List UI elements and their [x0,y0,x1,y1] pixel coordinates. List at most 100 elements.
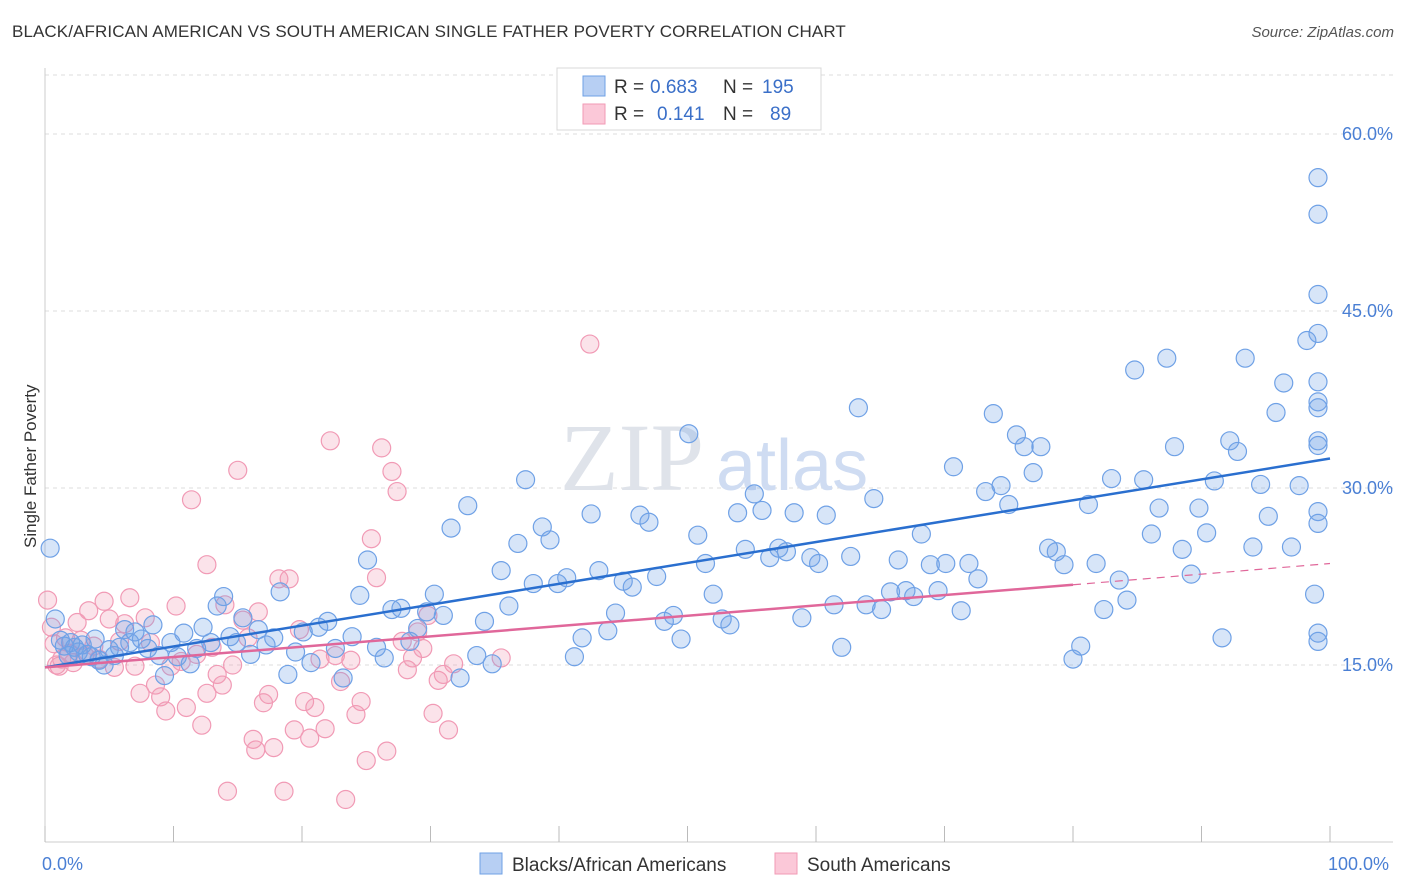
data-point [156,701,176,721]
legend-r-label-2: R = [614,104,644,125]
data-point [325,645,346,666]
data-point [351,691,371,712]
data-point [1258,506,1278,526]
data-point [284,720,304,740]
data-point [192,715,212,735]
watermark-atlas: atlas [716,426,868,506]
data-point [300,728,320,748]
data-point [1086,553,1106,574]
data-point [1006,425,1027,445]
data-point [377,741,397,761]
data-point [174,623,194,643]
data-point [1141,524,1161,544]
data-point [1304,584,1325,604]
bottom-legend-swatch-blue [479,852,503,875]
data-point [315,719,335,739]
series-blacks-african-americans [40,168,1328,688]
data-point [1266,402,1286,423]
data-point [959,553,979,574]
trend-lines [44,457,1331,669]
data-point [115,614,135,634]
data-point [233,608,253,628]
legend-n-label-2: N = [723,104,753,125]
data-point [120,632,140,653]
data-point [581,504,601,524]
data-point [356,750,376,771]
legend-r-value-1: 0.683 [650,77,698,98]
data-point [639,512,659,532]
source-note: Source: ZipAtlas.com [1251,24,1394,41]
data-point [848,398,869,418]
data-point [1014,437,1034,457]
data-point [154,666,175,686]
x-tick-min: 0.0% [42,854,83,874]
data-point [366,568,387,588]
data-point [293,622,313,642]
data-point [1308,398,1328,418]
data-point [1212,628,1232,648]
data-point [120,588,140,608]
data-point [408,618,428,639]
data-point [1125,360,1145,380]
data-point [40,538,60,558]
data-point [361,529,381,549]
y-axis-label: Single Father Poverty [21,384,40,548]
data-point [387,481,407,502]
legend-n-value-2: 89 [770,104,791,125]
data-point [1251,474,1271,495]
data-point [1071,636,1091,656]
data-point [792,608,812,628]
data-point [357,550,378,570]
legend-r-value-2: 0.141 [657,104,705,125]
data-point [1308,431,1328,451]
data-point [207,664,227,685]
data-point [911,524,931,544]
data-point [79,601,99,621]
data-point [130,683,150,703]
data-point [1109,570,1129,590]
data-point [1220,431,1240,451]
data-point [1308,435,1328,456]
data-point [450,668,470,688]
data-point [695,553,716,574]
data-point [671,629,691,649]
y-tick-label: 30.0% [1342,478,1393,498]
data-point [438,720,459,740]
data-point [366,637,387,657]
data-point [1117,590,1137,610]
data-point [728,503,748,523]
data-point [151,687,171,707]
data-point [193,617,213,637]
data-point [320,431,340,451]
y-tick-labels: 15.0% 30.0% 45.0% 60.0% [1342,124,1393,675]
data-point [94,591,114,611]
bottom-legend-blue-label: Blacks/African Americans [512,855,726,876]
data-point [374,648,394,668]
x-tick-max: 100.0% [1328,854,1389,874]
data-point [491,560,511,581]
data-point [1308,392,1328,412]
data-point [991,476,1011,496]
data-point [801,548,821,568]
data-point [482,654,502,674]
data-point [508,533,528,554]
data-point [423,703,443,723]
data-point [1281,537,1302,557]
data-point [888,550,908,570]
data-point [333,668,353,688]
data-point [223,655,243,675]
data-point [45,609,65,629]
data-point [605,603,626,623]
y-tick-label: 60.0% [1342,124,1393,144]
data-point [1023,463,1043,483]
data-point [1308,372,1328,392]
data-point [943,457,964,477]
data-point [540,530,560,550]
data-point [207,596,227,616]
data-point [397,660,417,680]
data-point [1308,323,1328,344]
data-point [1308,204,1328,224]
data-point [564,647,585,667]
data-point [212,675,232,695]
